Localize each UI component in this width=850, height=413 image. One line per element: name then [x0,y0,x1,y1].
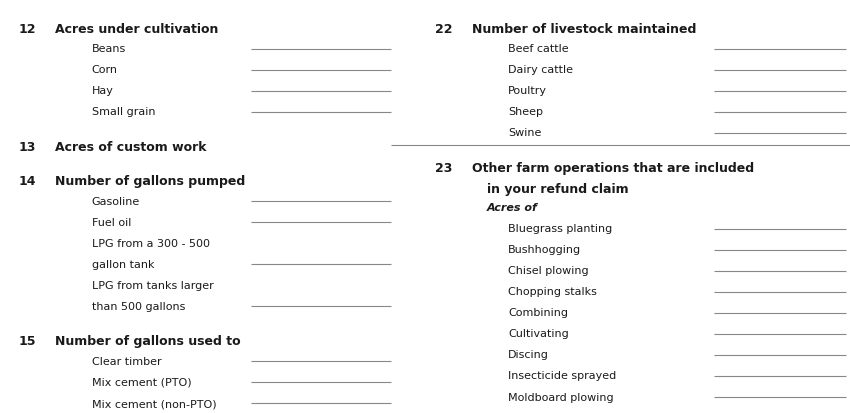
Text: Cultivating: Cultivating [508,329,569,339]
Text: 15: 15 [19,335,37,348]
Text: Acres under cultivation: Acres under cultivation [55,23,218,36]
Text: Gasoline: Gasoline [92,196,140,206]
Text: Number of gallons used to: Number of gallons used to [55,335,241,348]
Text: Acres of: Acres of [487,202,538,212]
Text: LPG from a 300 - 500: LPG from a 300 - 500 [92,238,210,248]
Text: Bluegrass planting: Bluegrass planting [508,223,613,234]
Text: Mix cement (non-PTO): Mix cement (non-PTO) [92,398,217,408]
Text: Mix cement (PTO): Mix cement (PTO) [92,377,191,387]
Text: Swine: Swine [508,128,541,138]
Text: Hay: Hay [92,86,114,96]
Text: than 500 gallons: than 500 gallons [92,301,185,311]
Text: Dairy cattle: Dairy cattle [508,65,573,75]
Text: 22: 22 [435,23,453,36]
Text: 12: 12 [19,23,37,36]
Text: 14: 14 [19,175,37,188]
Text: Beans: Beans [92,44,126,54]
Text: Number of livestock maintained: Number of livestock maintained [472,23,696,36]
Text: Insecticide sprayed: Insecticide sprayed [508,370,616,380]
Text: Acres of custom work: Acres of custom work [55,141,207,154]
Text: gallon tank: gallon tank [92,259,155,269]
Text: Beef cattle: Beef cattle [508,44,569,54]
Text: Chisel plowing: Chisel plowing [508,266,589,275]
Text: Chopping stalks: Chopping stalks [508,287,598,297]
Text: Sheep: Sheep [508,107,543,117]
Text: Clear timber: Clear timber [92,356,162,366]
Text: 13: 13 [19,141,36,154]
Text: Discing: Discing [508,349,549,360]
Text: Bushhogging: Bushhogging [508,244,581,254]
Text: Moldboard plowing: Moldboard plowing [508,392,614,401]
Text: 23: 23 [435,161,452,175]
Text: Other farm operations that are included: Other farm operations that are included [472,161,754,175]
Text: Small grain: Small grain [92,107,156,117]
Text: in your refund claim: in your refund claim [487,182,629,195]
Text: Poultry: Poultry [508,86,547,96]
Text: Number of gallons pumped: Number of gallons pumped [55,175,246,188]
Text: Combining: Combining [508,308,569,318]
Text: Fuel oil: Fuel oil [92,217,131,227]
Text: LPG from tanks larger: LPG from tanks larger [92,280,213,290]
Text: Corn: Corn [92,65,118,75]
